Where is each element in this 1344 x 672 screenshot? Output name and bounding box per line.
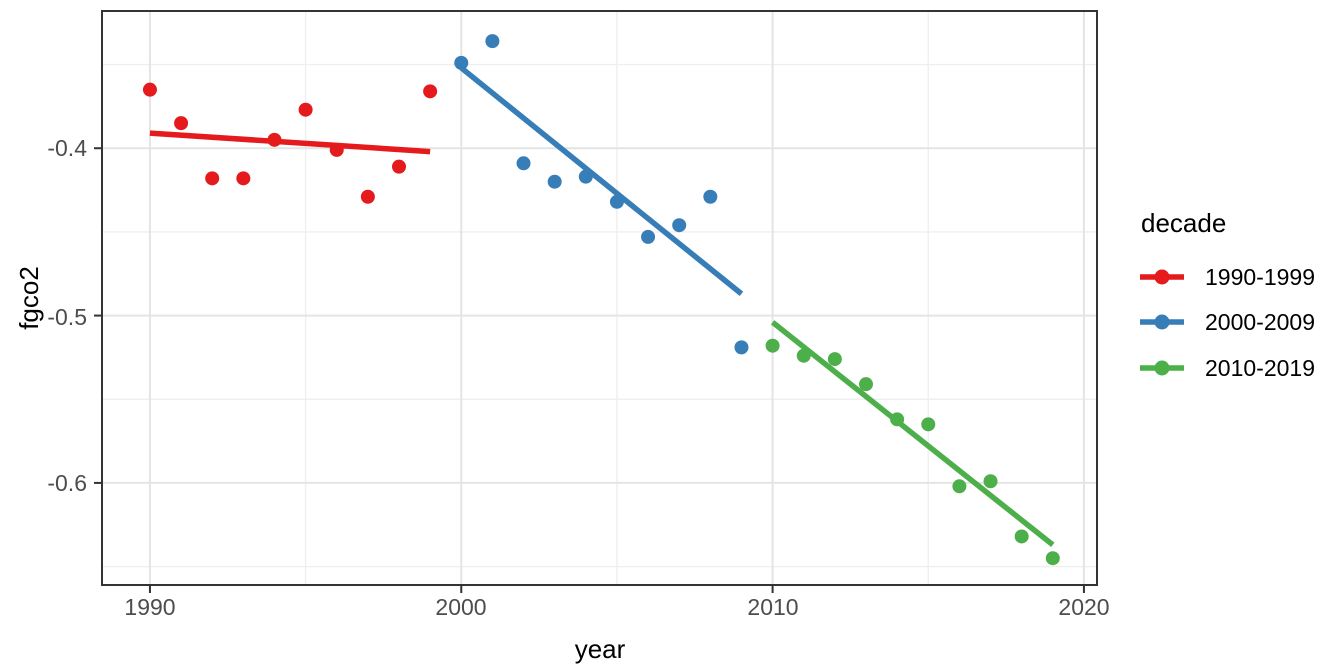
trend-line-2010-2019 [770,320,1055,547]
data-point-1990-1999 [236,171,251,186]
trend-line-2000-2009 [459,65,744,296]
data-point-2000-2009 [734,340,749,355]
data-point-2000-2009 [547,174,562,189]
data-point-1990-1999 [142,82,157,97]
data-point-2010-2019 [765,338,780,353]
panel-background-layer [102,11,1097,585]
data-point-2010-2019 [858,377,873,392]
data-point-1990-1999 [392,159,407,174]
data-point-2010-2019 [983,474,998,489]
data-point-2010-2019 [1014,529,1029,544]
data-point-2000-2009 [454,55,469,70]
data-point-2000-2009 [516,156,531,171]
legend-label-2000-2009: 2000-2009 [1205,309,1315,335]
x-tick-label-1990: 1990 [124,594,175,620]
gridlines-minor-layer [102,11,1097,585]
data-point-1990-1999 [205,171,220,186]
legend-label-2010-2019: 2010-2019 [1205,355,1315,381]
x-tick-label-2010: 2010 [747,594,798,620]
data-point-1990-1999 [360,189,375,204]
legend-key-point-2010-2019 [1154,360,1170,376]
panel-border-layer [101,10,1098,586]
data-point-2000-2009 [672,218,687,233]
legend-label-1990-1999: 1990-1999 [1205,264,1315,290]
y-axis-title: fgco2 [14,266,44,330]
data-point-2010-2019 [921,417,936,432]
x-tick-label-2020: 2020 [1058,594,1109,620]
gridlines-major-layer [102,11,1097,585]
data-point-2000-2009 [485,34,500,49]
data-point-1990-1999 [174,116,189,131]
x-axis-title: year [575,634,626,664]
panel-background [102,11,1097,585]
data-point-1990-1999 [298,102,313,117]
legend-key-point-2000-2009 [1154,314,1170,330]
data-point-2000-2009 [641,229,656,244]
legend-key-point-1990-1999 [1154,269,1170,285]
data-point-1990-1999 [423,84,438,99]
panel-border [101,10,1098,586]
y-tick-label-neg05: -0.5 [47,304,87,330]
data-point-2010-2019 [827,352,842,367]
legend-keys-layer [1140,269,1184,376]
trend-lines-layer [149,65,1055,547]
y-tick-label-neg06: -0.6 [47,470,87,496]
legend-title: decade [1141,208,1226,238]
data-point-2010-2019 [952,479,967,494]
x-tick-label-2000: 2000 [435,594,486,620]
data-point-2000-2009 [703,189,718,204]
data-point-2010-2019 [1045,551,1060,566]
trend-line-1990-1999 [149,130,431,155]
axis-ticks-layer [94,147,1085,593]
y-tick-label-neg04: -0.4 [47,135,87,161]
